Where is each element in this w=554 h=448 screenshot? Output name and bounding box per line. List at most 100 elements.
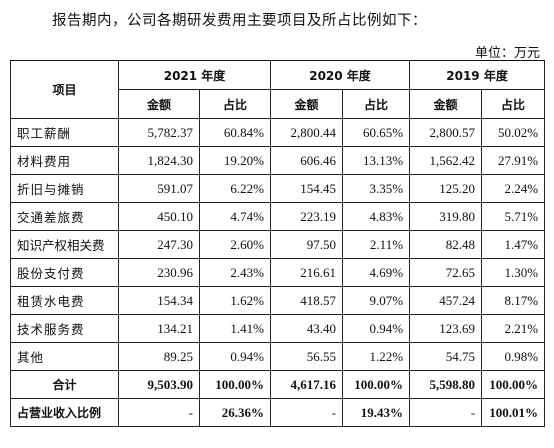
cell-amount: 230.96 [118, 258, 200, 287]
table-row: 租赁水电费 154.34 1.62% 418.57 9.07% 457.24 8… [10, 286, 546, 315]
cell-amount: 43.40 [270, 314, 344, 343]
header-item: 项目 [10, 60, 119, 119]
cell-amount: 89.25 [118, 342, 200, 371]
intro-text: 报告期内，公司各期研发费用主要项目及所占比例如下： [52, 13, 427, 29]
cell-ratio: 4.74% [198, 202, 272, 231]
row-label: 交通差旅费 [10, 202, 119, 231]
cell-amount: - [118, 398, 200, 427]
cell-amount: 1,824.30 [118, 146, 200, 175]
cell-amount: 125.20 [409, 174, 483, 203]
row-label: 折旧与摊销 [10, 174, 119, 203]
cell-ratio: 1.22% [342, 342, 411, 371]
table-row: 知识产权相关费 247.30 2.60% 97.50 2.11% 82.48 1… [10, 230, 546, 259]
cell-amount: 54.75 [409, 342, 483, 371]
cell-ratio: 2.21% [481, 314, 546, 343]
header-amount: 金额 [270, 89, 344, 119]
cell-amount: 418.57 [270, 286, 344, 315]
cell-amount: 450.10 [118, 202, 200, 231]
cell-ratio: 100.00% [481, 370, 546, 399]
header-ratio: 占比 [342, 89, 411, 119]
cell-amount: 2,800.44 [270, 118, 344, 147]
cell-amount: 2,800.57 [409, 118, 483, 147]
cell-amount: 591.07 [118, 174, 200, 203]
cell-ratio: 4.69% [342, 258, 411, 287]
cell-amount: 9,503.90 [118, 370, 200, 399]
row-label: 知识产权相关费 [10, 230, 119, 259]
table-row: 折旧与摊销 591.07 6.22% 154.45 3.35% 125.20 2… [10, 174, 546, 203]
table-row: 职工薪酬 5,782.37 60.84% 2,800.44 60.65% 2,8… [10, 118, 546, 147]
cell-amount: 154.45 [270, 174, 344, 203]
rd-expense-table: 项目 2021 年度 2020 年度 2019 年度 金额 占比 金额 占比 金… [10, 60, 546, 427]
cell-amount: 154.34 [118, 286, 200, 315]
cell-amount: 5,782.37 [118, 118, 200, 147]
cell-ratio: 19.43% [342, 398, 411, 427]
cell-amount: 319.80 [409, 202, 483, 231]
cell-amount: 82.48 [409, 230, 483, 259]
table-row: 材料费用 1,824.30 19.20% 606.46 13.13% 1,562… [10, 146, 546, 175]
cell-amount: 72.65 [409, 258, 483, 287]
total-label: 合计 [10, 370, 119, 399]
cell-ratio: 100.00% [342, 370, 411, 399]
cell-amount: 56.55 [270, 342, 344, 371]
cell-ratio: 26.36% [198, 398, 272, 427]
cell-amount: 606.46 [270, 146, 344, 175]
row-label: 股份支付费 [10, 258, 119, 287]
cell-ratio: 1.47% [481, 230, 546, 259]
cell-ratio: 3.35% [342, 174, 411, 203]
revenue-ratio-label: 占营业收入比例 [10, 398, 119, 427]
cell-ratio: 0.98% [481, 342, 546, 371]
cell-ratio: 9.07% [342, 286, 411, 315]
row-label: 职工薪酬 [10, 118, 119, 147]
cell-ratio: 27.91% [481, 146, 546, 175]
row-label: 其他 [10, 342, 119, 371]
cell-amount: 216.61 [270, 258, 344, 287]
cell-ratio: 0.94% [342, 314, 411, 343]
total-row: 合计 9,503.90 100.00% 4,617.16 100.00% 5,5… [10, 370, 546, 399]
cell-amount: 1,562.42 [409, 146, 483, 175]
cell-amount: 223.19 [270, 202, 344, 231]
cell-amount: 457.24 [409, 286, 483, 315]
cell-ratio: 100.01% [481, 398, 546, 427]
unit-label: 单位：万元 [474, 46, 540, 61]
header-year-2021: 2021 年度 [117, 60, 272, 90]
table-row: 股份支付费 230.96 2.43% 216.61 4.69% 72.65 1.… [10, 258, 546, 287]
header-ratio: 占比 [198, 89, 272, 119]
header-amount: 金额 [409, 89, 483, 119]
cell-ratio: 8.17% [481, 286, 546, 315]
cell-amount: - [270, 398, 344, 427]
cell-ratio: 1.62% [198, 286, 272, 315]
header-amount: 金额 [118, 89, 200, 119]
cell-ratio: 1.41% [198, 314, 272, 343]
cell-ratio: 13.13% [342, 146, 411, 175]
cell-ratio: 50.02% [481, 118, 546, 147]
row-label: 技术服务费 [10, 314, 119, 343]
cell-amount: 97.50 [270, 230, 344, 259]
row-label: 租赁水电费 [10, 286, 119, 315]
cell-ratio: 5.71% [481, 202, 546, 231]
cell-amount: 5,598.80 [409, 370, 483, 399]
table-row: 交通差旅费 450.10 4.74% 223.19 4.83% 319.80 5… [10, 202, 546, 231]
header-ratio: 占比 [481, 89, 546, 119]
header-year-2019: 2019 年度 [409, 60, 546, 90]
cell-ratio: 19.20% [198, 146, 272, 175]
cell-ratio: 100.00% [198, 370, 272, 399]
cell-ratio: 2.43% [198, 258, 272, 287]
cell-ratio: 4.83% [342, 202, 411, 231]
cell-ratio: 2.24% [481, 174, 546, 203]
cell-ratio: 60.65% [342, 118, 411, 147]
cell-ratio: 2.60% [198, 230, 272, 259]
cell-ratio: 60.84% [198, 118, 272, 147]
cell-amount: - [409, 398, 483, 427]
header-year-2020: 2020 年度 [270, 60, 411, 90]
cell-ratio: 2.11% [342, 230, 411, 259]
revenue-ratio-row: 占营业收入比例 - 26.36% - 19.43% - 100.01% [10, 398, 546, 427]
cell-ratio: 6.22% [198, 174, 272, 203]
cell-ratio: 1.30% [481, 258, 546, 287]
cell-ratio: 0.94% [198, 342, 272, 371]
row-label: 材料费用 [10, 146, 119, 175]
cell-amount: 247.30 [118, 230, 200, 259]
table-row: 其他 89.25 0.94% 56.55 1.22% 54.75 0.98% [10, 342, 546, 371]
table-row: 技术服务费 134.21 1.41% 43.40 0.94% 123.69 2.… [10, 314, 546, 343]
cell-amount: 123.69 [409, 314, 483, 343]
cell-amount: 4,617.16 [270, 370, 344, 399]
